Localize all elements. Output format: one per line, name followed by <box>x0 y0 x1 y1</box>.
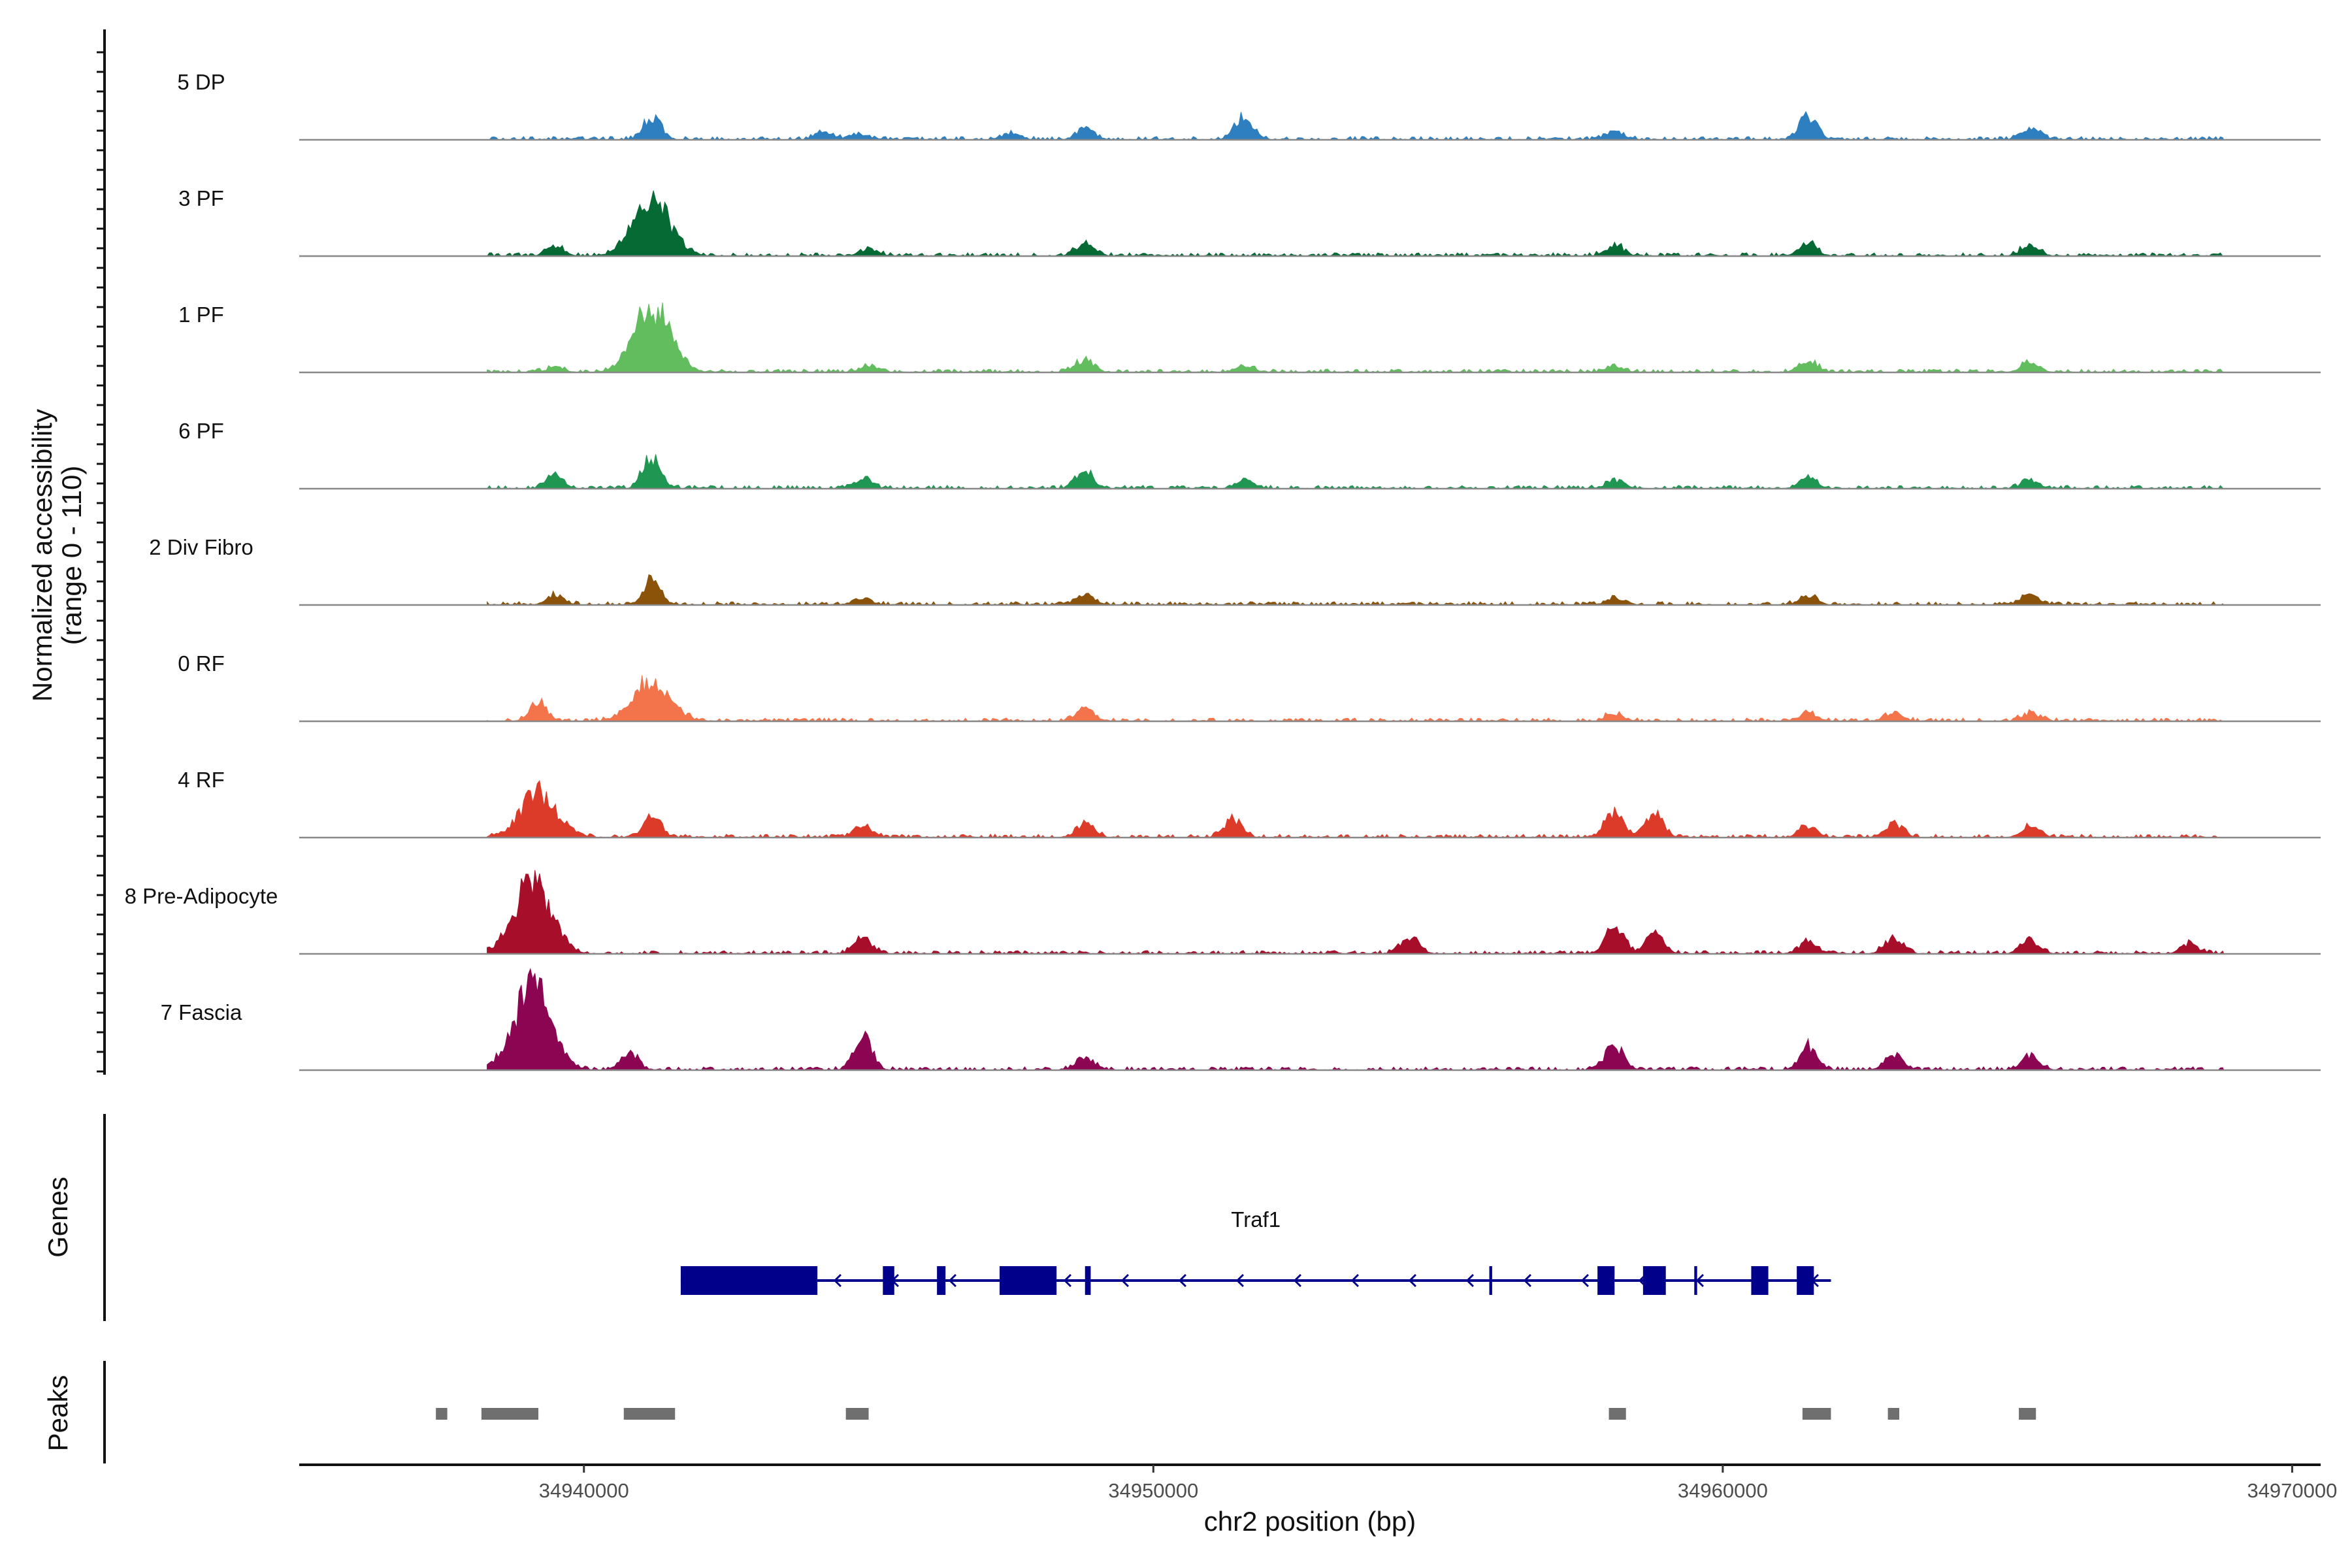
gene-exon <box>1751 1266 1769 1295</box>
track-label: 5 DP <box>177 70 225 94</box>
x-axis-title: chr2 position (bp) <box>1204 1506 1416 1537</box>
coverage-tracks: 5 DP 3 PF 1 PF 6 PF 2 Div Fibro 0 RF 4 RF 8 Pre… <box>125 70 2321 1071</box>
strand-arrow <box>1408 1273 1416 1288</box>
track-2-div-fibro: 2 Div Fibro <box>149 535 2321 606</box>
strand-arrow <box>1120 1273 1129 1288</box>
track-label: 2 Div Fibro <box>149 535 253 559</box>
y-axis-title-line1: Normalized accessibility <box>27 409 57 702</box>
gene-exon <box>1797 1266 1814 1295</box>
track-label: 3 PF <box>178 186 224 210</box>
genes-panel-label: Genes <box>42 1177 73 1258</box>
track-label: 1 PF <box>178 302 224 327</box>
coverage-area <box>487 110 2225 140</box>
track-label: 0 RF <box>178 651 225 676</box>
track-label: 7 Fascia <box>161 1000 242 1024</box>
peak-region <box>1609 1408 1626 1420</box>
strand-arrow <box>1523 1273 1531 1288</box>
strand-arrow <box>1178 1273 1186 1288</box>
gene-exon <box>1642 1266 1666 1295</box>
gene-exon <box>883 1266 894 1295</box>
track-label: 4 RF <box>178 768 225 792</box>
track-4-rf: 4 RF <box>178 768 2321 839</box>
peaks-panel-label: Peaks <box>42 1375 73 1452</box>
x-tick-label: 34950000 <box>1108 1479 1198 1502</box>
track-8-pre-adipocyte: 8 Pre-Adipocyte <box>125 870 2321 955</box>
x-tick-label: 34960000 <box>1678 1479 1768 1502</box>
gene-exon <box>1085 1266 1091 1295</box>
track-0-rf: 0 RF <box>178 651 2321 723</box>
strand-arrow <box>1235 1273 1244 1288</box>
strand-arrow <box>948 1273 956 1288</box>
track-3-pf: 3 PF <box>178 186 2321 257</box>
strand-arrow <box>833 1273 841 1288</box>
gene-exon <box>680 1266 818 1295</box>
peaks-panel: Peaks <box>42 1361 2036 1463</box>
x-ticks: 34940000 34950000 34960000 34970000 <box>539 1465 2337 1502</box>
genes-panel: Genes Traf1 <box>42 1114 1831 1321</box>
gene-exon <box>1694 1266 1697 1295</box>
coverage-y-ticks <box>97 51 105 1073</box>
track-label: 6 PF <box>178 419 224 443</box>
x-tick-label: 34970000 <box>2247 1479 2337 1502</box>
track-5-dp: 5 DP <box>177 70 2321 141</box>
peak-region <box>845 1408 869 1420</box>
peak-region <box>481 1408 539 1420</box>
gene-exon <box>1000 1266 1057 1295</box>
coverage-area <box>487 779 2224 838</box>
gene-exon <box>1489 1266 1492 1295</box>
strand-arrow <box>1695 1273 1704 1288</box>
strand-arrow <box>1580 1273 1589 1288</box>
x-axis: 34940000 34950000 34960000 34970000 chr2 po… <box>299 1463 2337 1537</box>
gene-exon <box>1597 1266 1615 1295</box>
coverage-area <box>486 190 2224 257</box>
strand-arrow <box>1293 1273 1301 1288</box>
coverage-area <box>487 675 2224 722</box>
peak-region <box>623 1408 676 1420</box>
coverage-area <box>487 968 2225 1071</box>
peak-region <box>1802 1408 1831 1420</box>
strand-arrow <box>1063 1273 1071 1288</box>
x-tick-label: 34940000 <box>539 1479 629 1502</box>
strand-arrow <box>1350 1273 1359 1288</box>
coverage-area <box>487 574 2225 606</box>
track-6-pf: 6 PF <box>178 419 2321 490</box>
y-axis-title-line2: (range 0 - 110) <box>56 466 87 645</box>
peak-region <box>1887 1408 1900 1420</box>
gene-traf1: Traf1 <box>680 1207 1831 1295</box>
coverage-y-axis <box>97 29 106 1075</box>
peak-regions <box>436 1408 2036 1420</box>
track-1-pf: 1 PF <box>178 302 2321 374</box>
strand-arrow <box>1465 1273 1474 1288</box>
coverage-area <box>486 454 2225 489</box>
peak-region <box>2019 1408 2036 1420</box>
gene-models: Traf1 <box>680 1207 1831 1295</box>
track-7-fascia: 7 Fascia <box>161 968 2321 1071</box>
track-label: 8 Pre-Adipocyte <box>125 884 278 908</box>
peak-region <box>436 1408 448 1420</box>
coverage-area <box>487 302 2225 373</box>
gene-exon <box>937 1266 946 1295</box>
gene-label: Traf1 <box>1231 1207 1281 1232</box>
coverage-area <box>487 870 2225 955</box>
